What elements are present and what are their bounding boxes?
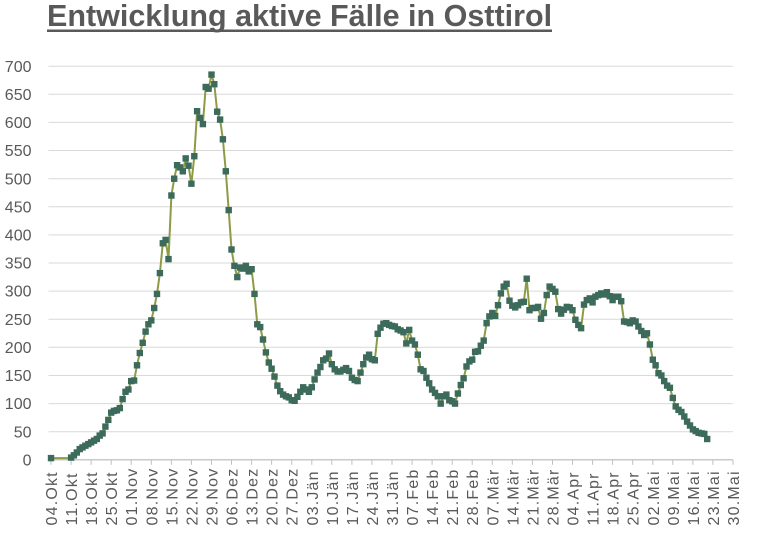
svg-text:23.Mai: 23.Mai xyxy=(706,470,723,525)
svg-text:04.Apr: 04.Apr xyxy=(566,471,583,525)
svg-text:100: 100 xyxy=(5,396,32,413)
svg-text:16.Mai: 16.Mai xyxy=(686,470,703,525)
svg-text:200: 200 xyxy=(5,340,32,357)
svg-text:18.Apr: 18.Apr xyxy=(606,471,623,525)
svg-text:31.Jän: 31.Jän xyxy=(385,470,402,525)
svg-text:24.Jän: 24.Jän xyxy=(365,470,382,525)
svg-text:21.Mär: 21.Mär xyxy=(525,469,542,526)
svg-text:04.Okt: 04.Okt xyxy=(44,471,61,525)
svg-text:27.Dez: 27.Dez xyxy=(285,468,302,526)
svg-text:30.Mai: 30.Mai xyxy=(726,470,743,525)
svg-text:17.Jän: 17.Jän xyxy=(345,470,362,525)
svg-text:Entwicklung aktive Fälle in Os: Entwicklung aktive Fälle in Osttirol xyxy=(47,0,552,33)
svg-text:15.Nov: 15.Nov xyxy=(164,468,181,526)
svg-text:08.Nov: 08.Nov xyxy=(144,468,161,526)
svg-text:20.Dez: 20.Dez xyxy=(265,468,282,526)
svg-text:09.Mai: 09.Mai xyxy=(666,470,683,525)
svg-text:28.Feb: 28.Feb xyxy=(465,468,482,525)
svg-text:06.Dez: 06.Dez xyxy=(225,468,242,526)
svg-text:21.Feb: 21.Feb xyxy=(445,468,462,525)
svg-text:600: 600 xyxy=(5,115,32,132)
svg-text:50: 50 xyxy=(14,424,32,441)
svg-text:03.Jän: 03.Jän xyxy=(305,470,322,525)
svg-text:550: 550 xyxy=(5,143,32,160)
svg-text:02.Mai: 02.Mai xyxy=(646,470,663,525)
svg-text:650: 650 xyxy=(5,87,32,104)
svg-text:700: 700 xyxy=(5,59,32,76)
svg-text:28.Mär: 28.Mär xyxy=(546,469,563,526)
svg-text:25.Apr: 25.Apr xyxy=(626,471,643,525)
svg-text:11.Apr: 11.Apr xyxy=(586,472,603,525)
svg-text:450: 450 xyxy=(5,199,32,216)
svg-text:0: 0 xyxy=(23,452,32,469)
svg-text:11.Okt: 11.Okt xyxy=(64,472,81,525)
svg-text:07.Feb: 07.Feb xyxy=(405,468,422,525)
svg-text:400: 400 xyxy=(5,228,32,245)
svg-text:07.Mär: 07.Mär xyxy=(485,469,502,526)
svg-text:25.Okt: 25.Okt xyxy=(104,471,121,525)
svg-text:18.Okt: 18.Okt xyxy=(84,471,101,525)
svg-text:01.Nov: 01.Nov xyxy=(124,468,141,526)
svg-text:150: 150 xyxy=(5,368,32,385)
svg-text:500: 500 xyxy=(5,171,32,188)
svg-text:14.Feb: 14.Feb xyxy=(425,468,442,525)
svg-text:13.Dez: 13.Dez xyxy=(245,468,262,526)
svg-text:29.Nov: 29.Nov xyxy=(205,468,222,526)
svg-text:300: 300 xyxy=(5,284,32,301)
svg-text:250: 250 xyxy=(5,312,32,329)
svg-text:22.Nov: 22.Nov xyxy=(184,468,201,526)
svg-text:350: 350 xyxy=(5,256,32,273)
svg-text:14.Mär: 14.Mär xyxy=(505,469,522,526)
svg-text:10.Jän: 10.Jän xyxy=(325,470,342,525)
